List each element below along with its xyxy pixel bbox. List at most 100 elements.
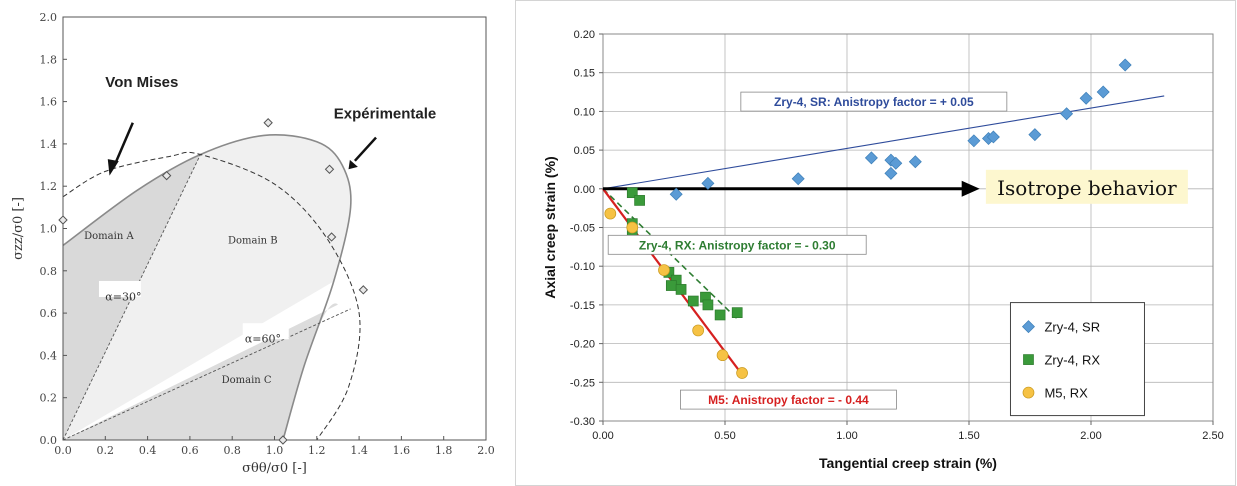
y-axis-label: σzz/σ0 [-] [11,197,26,260]
alpha-30-label-bg [98,280,141,297]
sr-data-point [1060,107,1074,121]
m5-data-point [692,324,705,337]
m5-data-point [604,207,617,220]
x-tick-label: 1.00 [836,430,857,442]
data-point [324,164,335,174]
legend-label: Zry-4, RX [1044,353,1100,368]
y-tick-label: -0.20 [570,339,595,351]
rx-data-point [665,280,677,291]
experimental-curve [62,134,352,441]
data-point [58,215,68,225]
x-tick-label: 0.2 [97,444,115,457]
y-tick-label: 0.05 [574,145,595,157]
von-mises-label: Von Mises [105,74,178,91]
sr-data-point [791,172,805,186]
domain-a-label: Domain A [84,231,134,242]
experimental-arrowhead [348,159,358,170]
y-tick-label: 0.0 [40,434,58,447]
y-tick-label: 0.20 [574,29,595,41]
y-tick-label: 0.15 [574,68,595,80]
domain-c-label: Domain C [222,375,272,386]
von-mises-curve [62,151,361,441]
sr-factor-label-box [740,91,1008,112]
domain-b-label: Domain B [228,235,278,246]
x-tick-label: 1.2 [308,444,326,457]
x-tick-label: 1.4 [350,444,368,457]
experimental-arrow [353,136,377,162]
m5-data-point [626,221,639,234]
legend-marker [1023,354,1034,365]
x-tick-label: 2.00 [1080,430,1101,442]
y-tick-label: -0.25 [570,377,595,389]
x-tick-label: 0.6 [181,444,199,457]
y-tick-label: -0.05 [570,223,595,235]
x-tick-label: 0.00 [592,430,613,442]
sr-factor-label: Zry-4, SR: Anistropy factor = + 0.05 [774,95,974,109]
x-tick-label: 1.0 [266,444,284,457]
rx-data-point [626,187,638,199]
y-tick-label: 0.2 [40,392,58,405]
legend-marker [1022,386,1035,399]
y-tick-label: 1.4 [40,138,58,151]
right-chart: 0.00 0.50 1.00 1.50 2.00 2.50 -0.30 -0.25 -0.20 -… [515,0,1236,486]
y-tick-label: 1.8 [40,53,58,66]
data-point [358,285,369,295]
sr-data-point [884,166,898,180]
y-tick-label: -0.30 [570,416,595,428]
sr-data-point [669,187,683,201]
y-tick-label: 1.0 [40,223,58,236]
x-tick-label: 0.4 [139,444,157,457]
von-mises-arrow [112,122,134,168]
legend-label: Zry-4, SR [1044,320,1100,335]
alpha-30-line [62,154,201,441]
x-tick-label: 1.50 [958,430,979,442]
m5-data-point [716,349,729,362]
rx-factor-label: Zry-4, RX: Anistropy factor = - 0.30 [639,238,836,252]
sr-data-point [1118,58,1132,72]
sr-data-point [967,134,981,148]
alpha-60-label: α=60° [245,333,281,346]
m5-data-point [658,264,670,276]
rx-data-point [634,195,645,206]
x-tick-label: 0.50 [714,430,735,442]
m5-factor-label-box [680,389,897,410]
m5-factor-label: M5: Anistropy factor = - 0.44 [708,393,869,407]
von-mises-arrowhead [107,159,119,176]
y-axis-label: Axial creep strain (%) [542,156,558,298]
rx-data-point [687,295,699,307]
sr-data-point [908,155,922,169]
isotrope-arrowhead [961,180,980,197]
isotrope-label-bg [985,169,1188,204]
experimental-label: Expérimentale [334,106,437,123]
sr-data-point [889,156,903,170]
x-axis-label: σθθ/σ0 [-] [242,461,307,476]
data-point [326,232,337,242]
y-tick-label: 0.6 [40,307,58,320]
y-tick-label: -0.15 [570,300,595,312]
x-tick-label: 0.8 [223,444,241,457]
y-tick-label: 0.00 [574,184,595,196]
rx-data-point [731,307,743,318]
x-tick-label: 1.6 [393,444,411,457]
sr-data-point [986,130,1000,144]
data-point [278,435,288,445]
x-tick-label: 2.0 [477,444,495,457]
alpha-60-label-bg [242,323,289,340]
rx-factor-label-box [607,234,867,255]
y-tick-label: 0.10 [574,106,595,118]
left-chart: 0.0 0.2 0.4 0.6 0.8 1.0 1.2 1.4 1.6 1.8 2.0 0.0 0.2 0… [11,11,495,476]
y-tick-label: 0.4 [40,349,58,362]
x-axis-label: Tangential creep strain (%) [819,455,997,471]
y-tick-label: 1.6 [40,96,58,109]
x-tick-label: 2.50 [1202,430,1223,442]
sr-data-point [1079,91,1093,105]
alpha-60-line [62,308,351,441]
isotrope-label: Isotrope behavior [997,176,1177,200]
domain-b-region [63,134,351,440]
y-tick-label: -0.10 [570,261,595,273]
x-tick-label: 1.8 [435,444,453,457]
y-tick-label: 2.0 [40,11,58,24]
legend-label: M5, RX [1044,386,1088,401]
sr-data-point [864,151,878,165]
sr-data-point [1028,128,1042,142]
